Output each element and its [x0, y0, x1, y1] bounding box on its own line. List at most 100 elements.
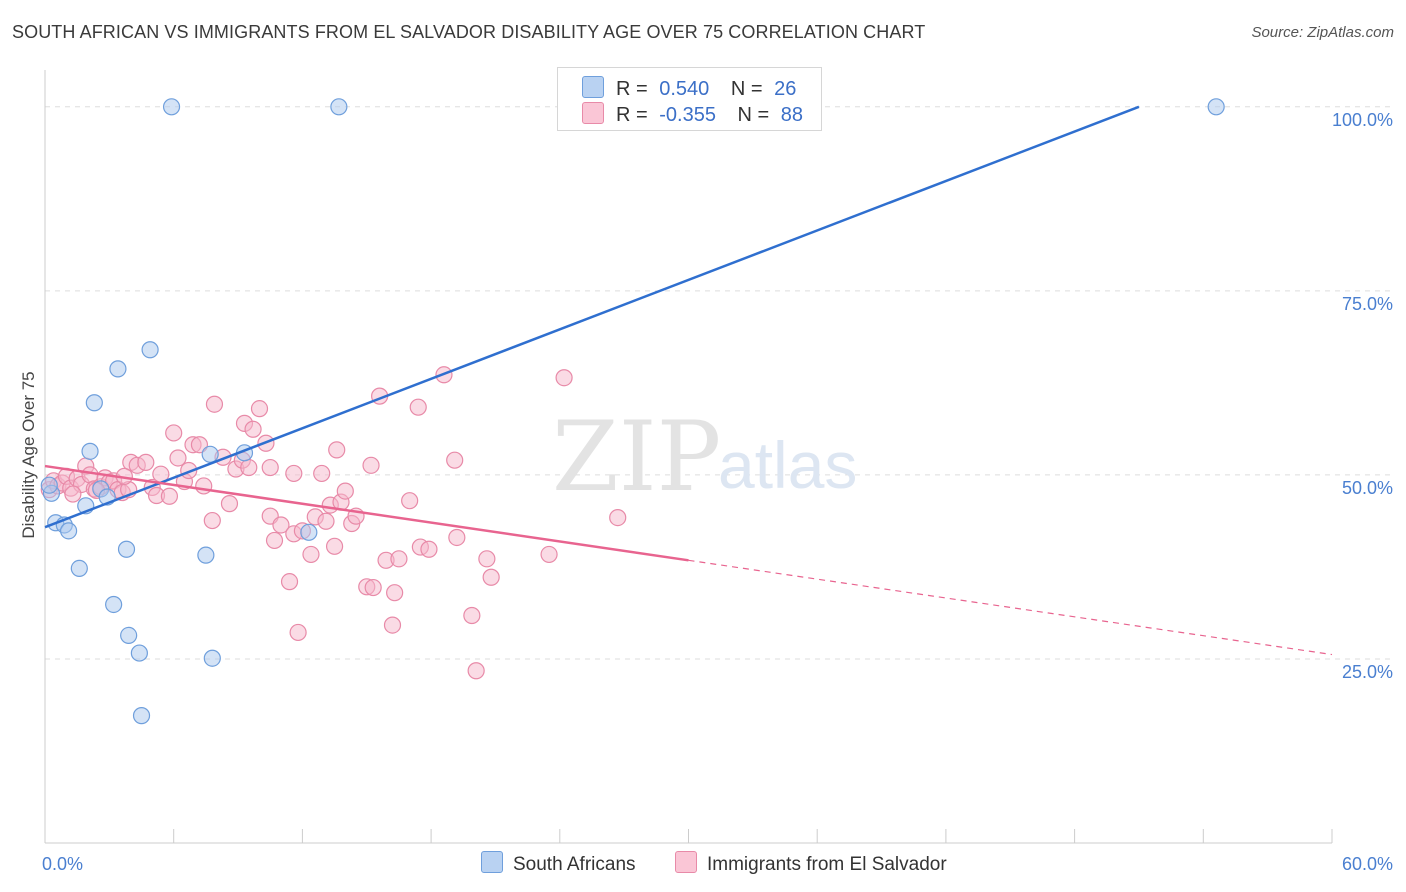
- bottom-legend-label: Immigrants from El Salvador: [707, 854, 947, 875]
- point-el-salvador: [205, 395, 224, 413]
- point-el-salvador: [540, 545, 558, 564]
- chart-source: Source: ZipAtlas.com: [1251, 24, 1394, 41]
- legend-swatch-pink: [582, 102, 604, 124]
- point-el-salvador: [383, 616, 402, 634]
- grid-lines: [45, 106, 1392, 660]
- point-south-african: [197, 546, 215, 564]
- point-south-african: [81, 442, 99, 460]
- legend-n-value: 26: [774, 78, 797, 100]
- point-el-salvador: [160, 487, 179, 505]
- point-south-african: [201, 445, 219, 463]
- point-el-salvador: [362, 456, 380, 474]
- legend-row-south-africans: R = 0.540 N = 26: [582, 76, 796, 102]
- point-el-salvador: [364, 578, 382, 597]
- point-el-salvador: [386, 584, 404, 602]
- point-el-salvador: [137, 453, 155, 471]
- legend-n-label: N =: [730, 78, 763, 100]
- legend-r-label: R =: [616, 104, 648, 126]
- y-tick-label: 100.0%: [1332, 110, 1393, 130]
- point-south-african: [59, 522, 78, 540]
- point-el-salvador: [64, 485, 82, 503]
- legend-row-el-salvador: R = -0.355 N = 88: [582, 102, 803, 128]
- watermark: ZIP atlas: [552, 401, 857, 513]
- legend-r-value: 0.540: [659, 78, 710, 100]
- point-el-salvador: [203, 511, 221, 530]
- point-el-salvador: [448, 528, 466, 547]
- legend-n-label: N =: [737, 104, 770, 126]
- y-tick-label: 25.0%: [1342, 662, 1393, 682]
- bottom-legend-swatch-pink: [675, 851, 697, 873]
- x-tick-label: 60.0%: [1342, 854, 1393, 874]
- point-el-salvador: [478, 550, 496, 568]
- y-axis-label: Disability Age Over 75: [19, 371, 38, 538]
- point-el-salvador: [272, 516, 290, 534]
- point-el-salvador: [302, 545, 320, 564]
- point-south-african: [203, 649, 221, 667]
- point-el-salvador: [169, 449, 187, 467]
- point-el-salvador: [190, 436, 209, 454]
- point-south-african: [130, 644, 148, 662]
- y-tick-label: 50.0%: [1342, 478, 1393, 498]
- point-el-salvador: [250, 400, 269, 418]
- point-el-salvador: [244, 420, 262, 438]
- axes: 25.0% 50.0% 75.0% 100.0% 0.0% 60.0%: [42, 70, 1393, 874]
- x-tick-label: 0.0%: [42, 854, 83, 874]
- point-el-salvador: [265, 531, 284, 550]
- point-el-salvador: [482, 568, 500, 586]
- chart-title: SOUTH AFRICAN VS IMMIGRANTS FROM EL SALV…: [12, 22, 926, 42]
- point-south-african: [1207, 98, 1225, 116]
- legend-n-value: 88: [780, 104, 804, 126]
- bottom-legend-swatch-blue: [481, 851, 503, 873]
- point-el-salvador: [195, 477, 213, 495]
- point-el-salvador: [390, 550, 408, 568]
- y-tick-label: 75.0%: [1342, 294, 1393, 314]
- point-el-salvador: [555, 369, 573, 387]
- point-el-salvador: [289, 623, 307, 642]
- point-el-salvador: [609, 509, 627, 527]
- point-el-salvador: [313, 464, 331, 483]
- trend-line-el-salvador: [44, 464, 689, 562]
- point-el-salvador: [463, 606, 481, 625]
- point-south-african: [40, 476, 58, 494]
- bottom-legend-label: South Africans: [513, 854, 636, 875]
- point-el-salvador: [328, 441, 346, 459]
- point-el-salvador: [240, 458, 258, 477]
- point-el-salvador: [336, 482, 354, 500]
- legend-r-label: R =: [616, 78, 648, 100]
- point-south-african: [141, 341, 159, 359]
- point-south-african: [120, 626, 138, 644]
- legend-swatch-blue: [582, 76, 604, 98]
- point-el-salvador: [220, 495, 239, 513]
- trend-lines: [44, 105, 1333, 656]
- point-south-african: [162, 98, 181, 116]
- point-el-salvador: [401, 492, 419, 510]
- point-el-salvador: [409, 398, 427, 416]
- legend-r-value: -0.355: [659, 104, 716, 126]
- trend-line-south-africans: [44, 105, 1140, 529]
- point-south-african: [70, 559, 88, 578]
- point-el-salvador: [325, 537, 344, 555]
- bottom-legend-el-salvador: Immigrants from El Salvador: [675, 851, 947, 876]
- point-south-african: [330, 98, 348, 116]
- point-south-african: [132, 707, 151, 725]
- point-south-african: [109, 360, 127, 378]
- trend-line-el-salvador-extension: [688, 559, 1333, 656]
- point-south-african: [300, 523, 318, 541]
- point-south-african: [105, 595, 123, 614]
- correlation-legend: R = 0.540 N = 26 R = -0.355 N = 88: [557, 67, 822, 131]
- point-el-salvador: [467, 662, 485, 680]
- watermark-zip: ZIP: [552, 401, 721, 513]
- point-el-salvador: [165, 424, 183, 442]
- point-south-african: [85, 394, 103, 412]
- data-points: [40, 98, 1225, 725]
- point-el-salvador: [420, 540, 438, 558]
- point-el-salvador: [280, 573, 299, 591]
- point-el-salvador: [446, 451, 464, 469]
- point-el-salvador: [317, 512, 335, 530]
- watermark-atlas: atlas: [718, 428, 857, 502]
- point-south-african: [117, 540, 136, 558]
- point-el-salvador: [285, 464, 303, 483]
- bottom-legend-south-africans: South Africans: [481, 851, 636, 876]
- point-el-salvador: [261, 458, 279, 477]
